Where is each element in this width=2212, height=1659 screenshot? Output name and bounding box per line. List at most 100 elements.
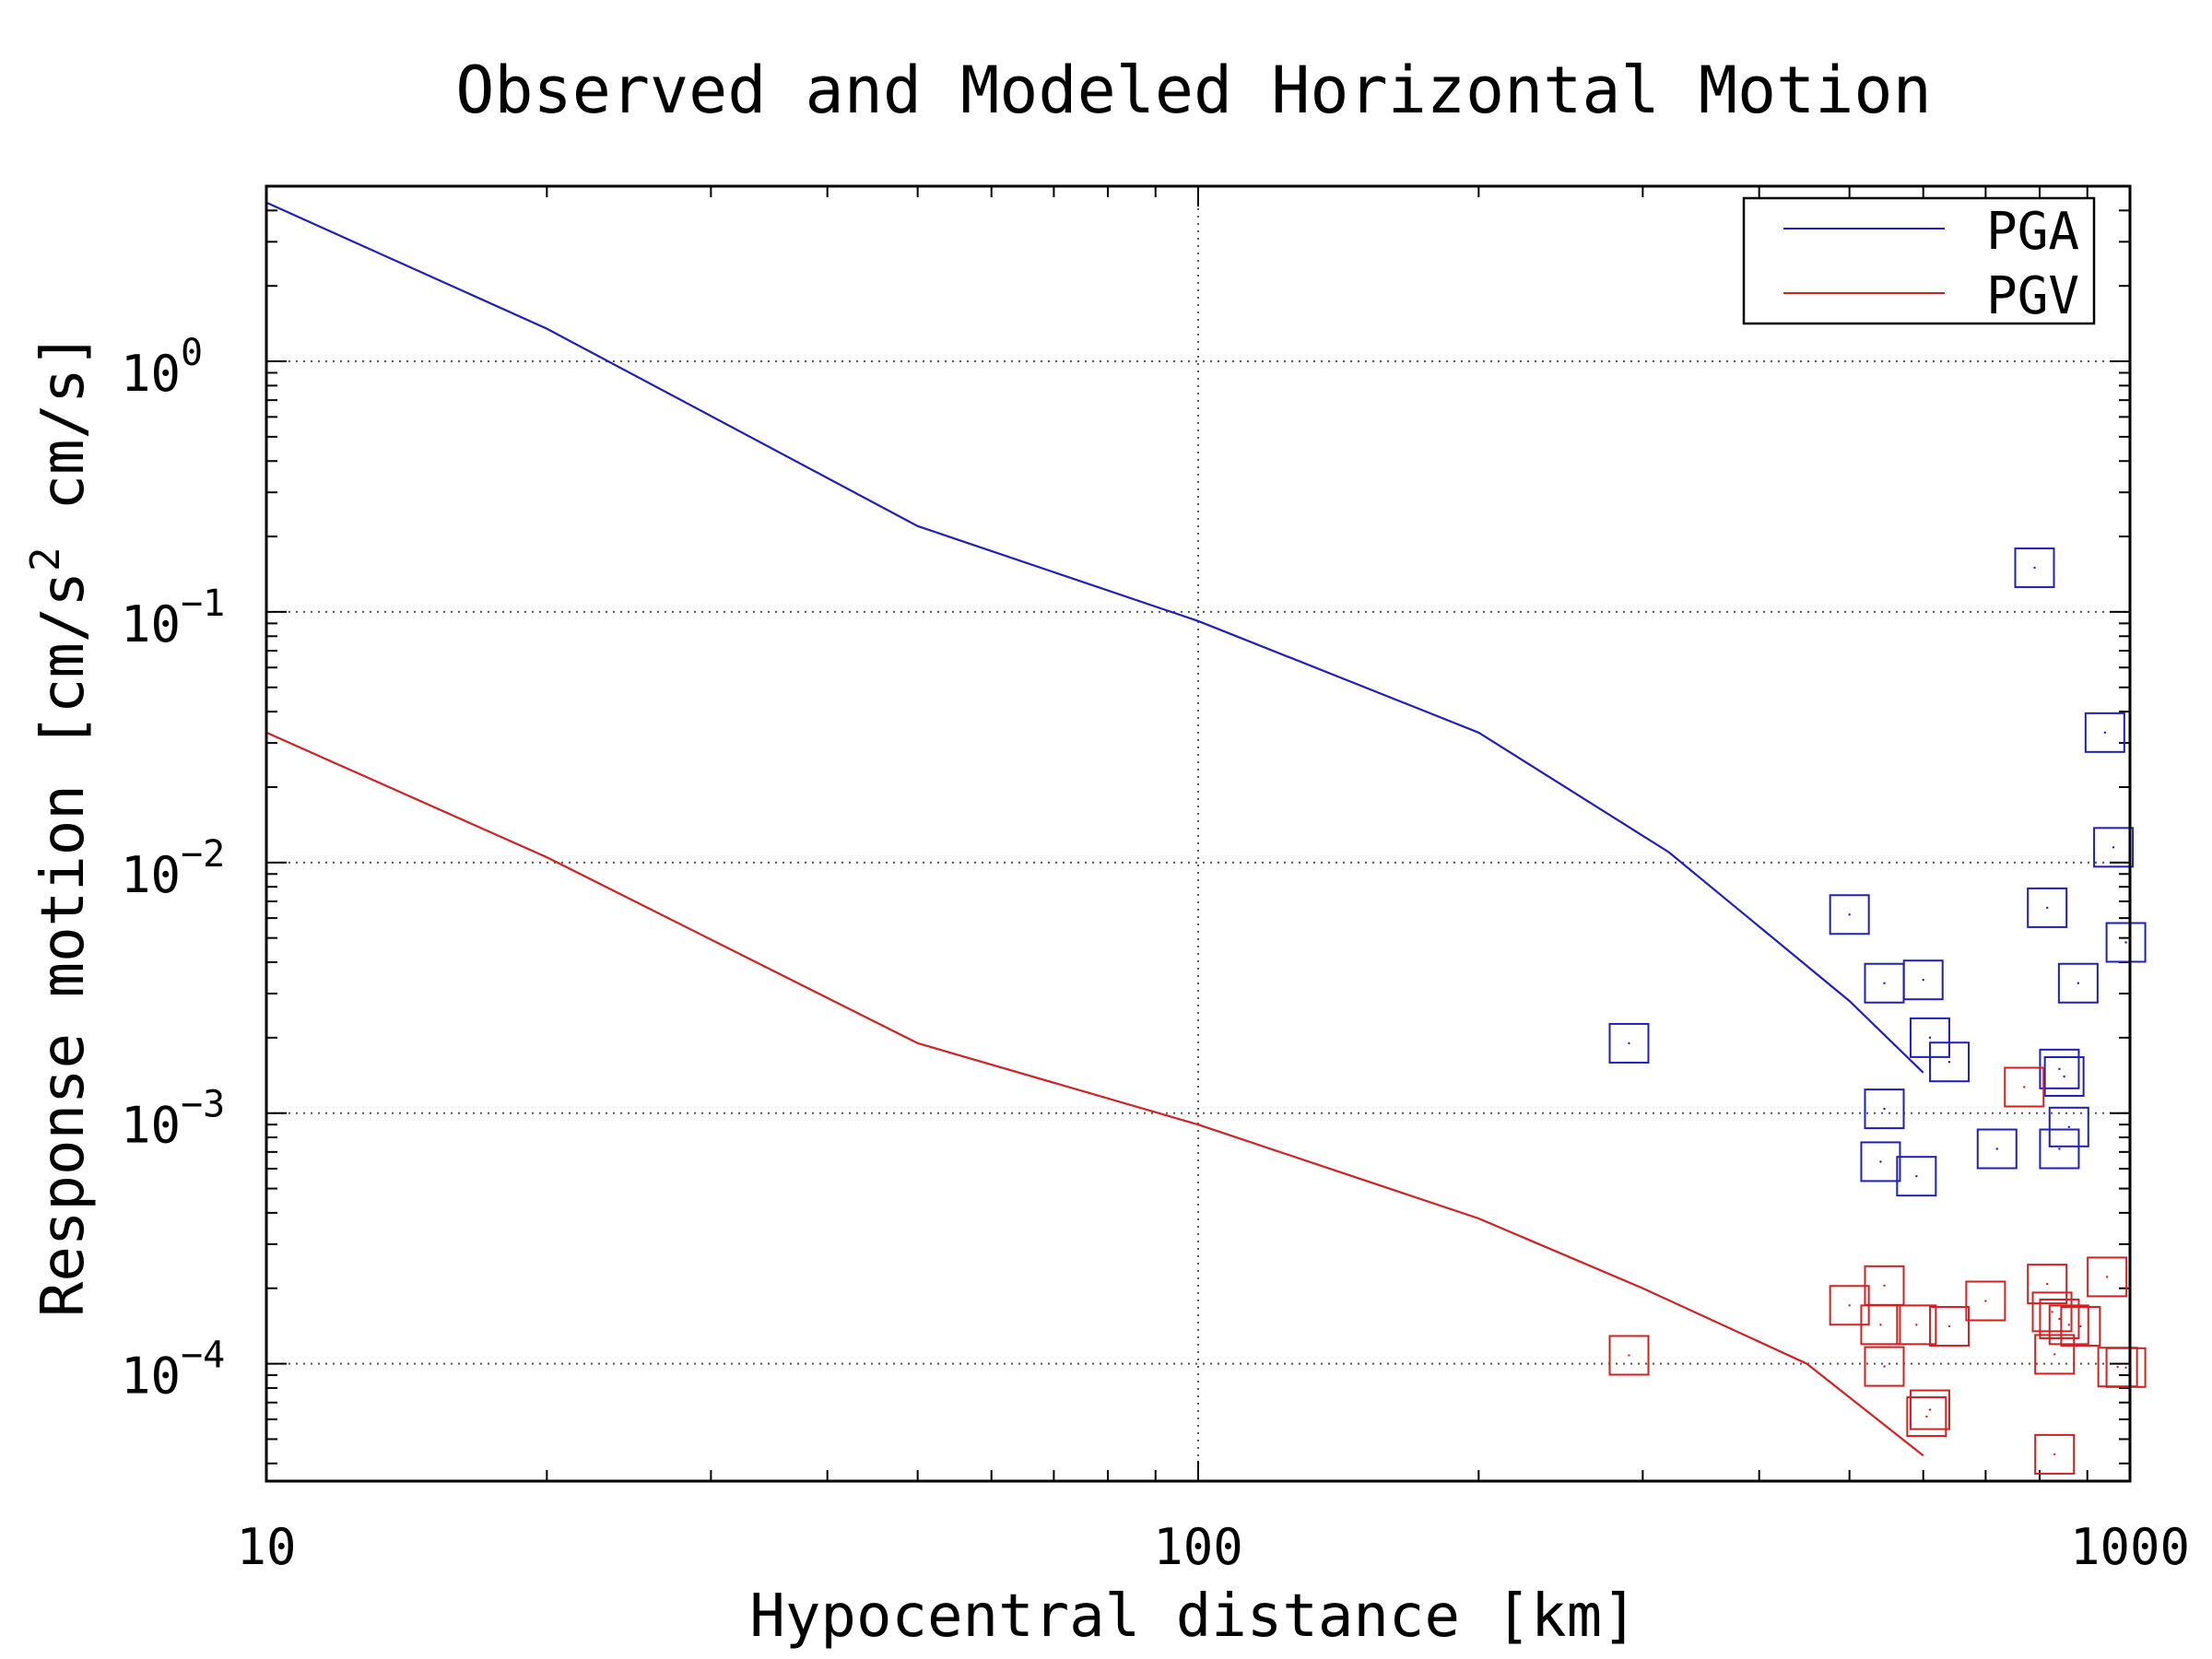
y-axis-label-main: Response motion [cm/s (29, 571, 98, 1317)
observed-marker-dot-pga (2045, 906, 2049, 910)
y-tick-label: 10−2 (121, 833, 225, 904)
observed-marker-dot-pgv (2116, 1366, 2119, 1369)
legend: PGA PGV (1742, 196, 2096, 326)
observed-marker-dot-pgv (1925, 1415, 1928, 1418)
observed-marker-pgv (1965, 1280, 2006, 1322)
observed-marker-dot-pga (2112, 846, 2115, 849)
observed-marker-pgv (2105, 1347, 2147, 1388)
x-tick-label: 1000 (2070, 1518, 2190, 1576)
legend-pgv-label: PGV (1986, 266, 2079, 326)
legend-box (1742, 196, 2096, 325)
observed-marker-dot-pgv (1883, 1284, 1886, 1288)
y-tick-label: 100 (121, 332, 203, 403)
observed-marker-dot-pga (1848, 913, 1851, 916)
y-axis-label: Response motion [cm/s2 cm/s] (22, 333, 98, 1317)
observed-marker-pgv (1896, 1304, 1937, 1346)
observed-marker-dot-pga (2058, 1147, 2061, 1150)
observed-marker-dot-pgv (2023, 1086, 2026, 1088)
observed-marker-dot-pga (1922, 979, 1924, 982)
observed-marker-dot-pgv (1984, 1300, 1987, 1302)
observed-marker-pgv (1909, 1389, 1950, 1430)
observed-marker-pgv (1929, 1306, 1971, 1347)
x-tick-label: 100 (1153, 1518, 1243, 1576)
observed-marker-dot-pga (2063, 1075, 2065, 1078)
observed-marker-dot-pgv (2045, 1282, 2049, 1286)
observed-marker-pga (1860, 1141, 1901, 1182)
observed-marker-dot-pga (1915, 1174, 1918, 1178)
observed-marker-pgv (2048, 1304, 2089, 1346)
observed-marker-dot-pgv (2067, 1324, 2070, 1326)
observed-marker-pgv (1864, 1346, 1905, 1387)
observed-marker-pgv (2004, 1066, 2045, 1108)
observed-marker-dot-pgv (1879, 1324, 1882, 1326)
observed-marker-dot-pgv (2079, 1324, 2082, 1328)
observed-marker-dot-pga (2103, 731, 2107, 735)
observed-marker-pga (2048, 1106, 2089, 1147)
observed-marker-dot-pgv (2058, 1317, 2061, 1321)
gridlines (266, 186, 2130, 1481)
observed-marker-pgv (2060, 1306, 2101, 1347)
observed-marker-dot-pga (1879, 1160, 1882, 1163)
observed-marker-pga (1864, 1088, 1905, 1130)
observed-marker-pga (1864, 962, 1905, 1004)
y-axis-label-sup: 2 (22, 547, 69, 572)
observed-marker-pga (1929, 1041, 1971, 1083)
observed-marker-pga (2093, 827, 2135, 868)
chart-title: Observed and Modeled Horizontal Motion (455, 53, 1931, 128)
observed-marker-dot-pgv (1947, 1324, 1951, 1328)
observed-marker-dot-pga (1883, 1107, 1886, 1111)
observed-marker-dot-pgv (2105, 1276, 2109, 1278)
plot-area (265, 201, 2147, 1475)
observed-marker-pgv (2027, 1264, 2068, 1305)
observed-marker-dot-pga (1928, 1036, 1932, 1040)
observed-marker-pgv (2031, 1291, 2073, 1333)
observed-marker-dot-pga (2077, 982, 2080, 984)
observed-marker-dot-pgv (1848, 1304, 1851, 1307)
observed-marker-dot-pga (1628, 1041, 1630, 1045)
observed-marker-pga (2057, 962, 2099, 1004)
observed-marker-dot-pga (2124, 941, 2127, 944)
tick-labels: 10 100 1000 10−4 10−3 10−2 10−1 100 (121, 332, 2190, 1576)
observed-marker-pga (2039, 1128, 2080, 1170)
series-line-pgv (265, 731, 1924, 1457)
observed-marker-dot-pga (1947, 1061, 1951, 1064)
observed-marker-pgv (2087, 1256, 2128, 1298)
observed-marker-dot-pgv (1928, 1408, 1932, 1411)
observed-marker-dot-pga (2058, 1067, 2061, 1071)
observed-marker-pga (2043, 1055, 2085, 1097)
observed-marker-dot-pgv (2053, 1353, 2056, 1356)
legend-pga-label: PGA (1986, 202, 2079, 262)
observed-marker-pga (2084, 712, 2125, 753)
observed-marker-pgv (1860, 1304, 1901, 1346)
series-line-pga (265, 201, 1924, 1074)
observed-marker-dot-pgv (2124, 1366, 2127, 1370)
y-tick-label: 10−3 (121, 1084, 225, 1155)
observed-marker-pga (2027, 887, 2068, 928)
observed-marker-dot-pgv (1915, 1324, 1918, 1326)
observed-marker-dot-pgv (2053, 1453, 2056, 1456)
observed-marker-pga (1896, 1156, 1937, 1197)
observed-marker-pga (1976, 1128, 2018, 1170)
plot-frame (265, 184, 2132, 1483)
observed-marker-pga (2014, 547, 2055, 589)
y-tick-label: 10−4 (121, 1335, 225, 1406)
observed-marker-dot-pgv (2051, 1311, 2053, 1313)
observed-marker-dot-pgv (1883, 1365, 1886, 1368)
observed-marker-dot-pga (1995, 1147, 1998, 1150)
observed-marker-pgv (1608, 1335, 1650, 1376)
observed-marker-pga (1829, 894, 1870, 935)
observed-marker-dot-pga (2067, 1125, 2070, 1129)
observed-marker-dot-pga (2033, 566, 2036, 570)
observed-marker-pga (1608, 1022, 1650, 1064)
observed-marker-pgv (2034, 1334, 2076, 1375)
x-axis-label: Hypocentral distance [km] (749, 1583, 1637, 1651)
observed-marker-pga (2105, 922, 2147, 963)
observed-marker-pgv (2034, 1433, 2076, 1475)
x-tick-label: 10 (236, 1518, 296, 1576)
observed-marker-pga (2039, 1048, 2080, 1089)
observed-marker-pgv (1906, 1396, 1947, 1438)
observed-marker-dot-pga (1883, 982, 1886, 984)
observed-marker-dot-pgv (1628, 1354, 1630, 1357)
y-tick-label: 10−1 (121, 582, 225, 653)
